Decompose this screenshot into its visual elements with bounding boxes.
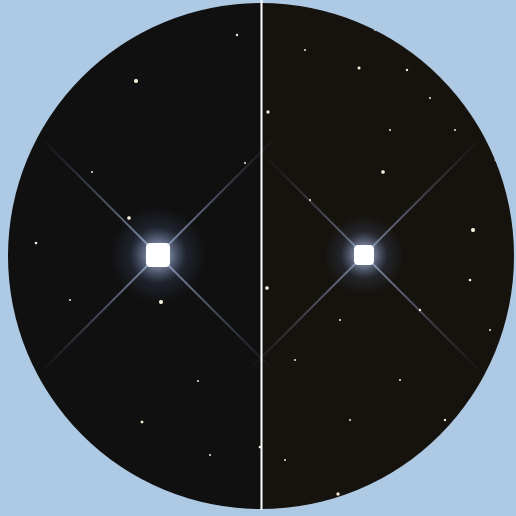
page	[0, 0, 516, 516]
image-disc	[0, 0, 516, 516]
star-image	[0, 0, 516, 516]
